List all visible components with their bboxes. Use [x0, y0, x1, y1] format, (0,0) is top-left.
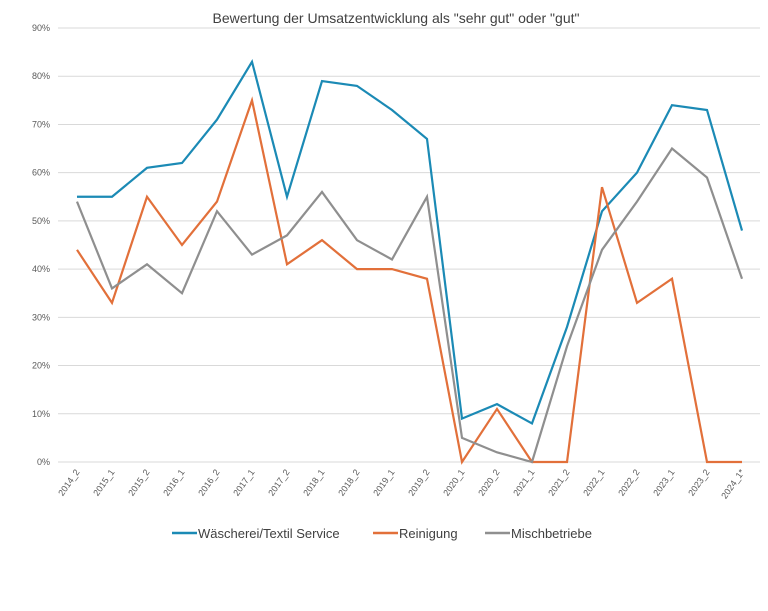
x-tick-label: 2018_1	[301, 467, 326, 497]
y-tick-label: 60%	[32, 168, 50, 178]
y-tick-label: 90%	[32, 23, 50, 33]
x-tick-label: 2015_2	[126, 467, 151, 497]
x-tick-label: 2023_1	[651, 467, 676, 497]
x-tick-label: 2020_1	[441, 467, 466, 497]
x-tick-label: 2022_1	[581, 467, 606, 497]
y-tick-label: 40%	[32, 264, 50, 274]
y-tick-label: 20%	[32, 361, 50, 371]
x-tick-label: 2019_1	[371, 467, 396, 497]
x-tick-label: 2018_2	[336, 467, 361, 497]
y-tick-label: 80%	[32, 71, 50, 81]
y-tick-label: 50%	[32, 216, 50, 226]
x-tick-label: 2024_1*	[719, 467, 747, 501]
legend-label: Wäscherei/Textil Service	[198, 526, 340, 541]
x-tick-label: 2015_1	[91, 467, 116, 497]
series-line-1	[76, 96, 742, 465]
y-tick-label: 30%	[32, 312, 50, 322]
y-tick-label: 10%	[32, 409, 50, 419]
x-tick-label: 2019_2	[406, 467, 431, 497]
x-tick-label: 2014_2	[56, 467, 81, 497]
series-line-2	[75, 146, 744, 464]
series-line-0	[77, 58, 744, 426]
legend-label: Reinigung	[399, 526, 458, 541]
y-tick-label: 0%	[37, 457, 50, 467]
x-tick-label: 2022_2	[616, 467, 641, 497]
y-tick-label: 70%	[32, 119, 50, 129]
x-tick-label: 2021_2	[546, 467, 571, 497]
legend-label: Mischbetriebe	[511, 526, 592, 541]
x-tick-label: 2016_2	[196, 467, 221, 497]
x-tick-label: 2020_2	[476, 467, 501, 497]
x-tick-label: 2017_1	[231, 467, 256, 497]
x-tick-label: 2021_1	[511, 467, 536, 497]
x-tick-label: 2017_2	[266, 467, 291, 497]
x-tick-label: 2016_1	[161, 467, 186, 497]
x-tick-label: 2023_2	[686, 467, 711, 497]
chart-title: Bewertung der Umsatzentwicklung als "seh…	[213, 10, 580, 26]
